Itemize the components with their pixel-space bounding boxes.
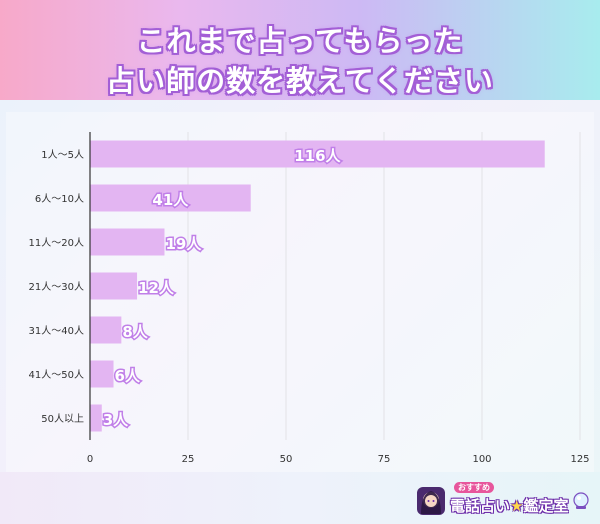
data-label-5: 6人 [115,367,141,385]
bar-chart: 1人〜5人 116人 6人〜10人 41人 11人〜20人 19人 21人〜30人 12人 31… [29,132,590,465]
x-tick-label-5: 125 [570,454,589,465]
bar-4 [90,316,122,344]
fortune-teller-avatar-icon [417,487,445,515]
bar-3 [90,272,138,300]
category-label-2: 11人〜20人 [29,237,84,249]
category-label-4: 31人〜40人 [29,325,84,337]
star-icon: ★ [510,497,524,515]
x-tick-label-1: 25 [182,454,195,465]
x-tick-label-2: 50 [280,454,293,465]
logo-text: おすすめ 電話占い★鑑定室 [450,482,568,516]
data-label-0: 116人 [294,147,341,165]
chart-title-line-2: 占い師の数を教えてください [106,64,494,98]
bar-2 [90,228,165,256]
data-label-6: 3人 [103,411,129,429]
bar-5 [90,360,114,388]
bar-6 [90,404,102,432]
x-tick-label-0: 0 [87,454,93,465]
x-tick-label-3: 75 [378,454,391,465]
category-label-1: 6人〜10人 [35,193,84,205]
header-banner: これまで占ってもらった 占い師の数を教えてください [0,0,600,100]
logo-name-part1: 電話占い [450,497,511,515]
logo-tagline: おすすめ [454,482,494,493]
site-logo: おすすめ 電話占い★鑑定室 [416,482,592,518]
bar-1 [90,184,251,212]
logo-name-part2: 鑑定室 [523,497,569,515]
data-label-3: 12人 [138,279,175,297]
category-label-3: 21人〜30人 [29,281,84,293]
category-label-5: 41人〜50人 [29,369,84,381]
footer-strip [0,472,600,524]
data-label-1: 41人 [152,191,189,209]
bar-0 [90,140,545,168]
x-tick-label-4: 100 [472,454,491,465]
category-label-0: 1人〜5人 [41,149,84,161]
data-label-4: 8人 [122,323,148,341]
data-label-2: 19人 [165,235,202,253]
logo-name: 電話占い★鑑定室 [450,495,568,516]
chart-title-line-1: これまで占ってもらった [136,24,464,58]
crystal-ball-icon [573,492,590,509]
category-label-6: 50人以上 [41,413,84,425]
